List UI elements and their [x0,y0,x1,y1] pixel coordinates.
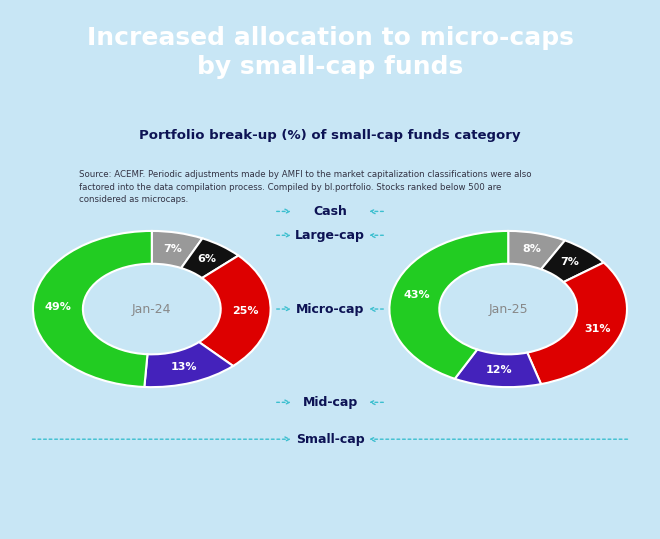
Text: 8%: 8% [522,244,541,254]
Text: 7%: 7% [163,244,182,254]
Wedge shape [152,231,203,268]
Wedge shape [199,255,271,366]
Text: 6%: 6% [197,254,216,264]
Text: 49%: 49% [45,302,71,312]
Wedge shape [33,231,152,387]
Text: 13%: 13% [170,362,197,372]
Text: Jan-24: Jan-24 [132,302,172,315]
Text: 31%: 31% [584,324,610,334]
Text: Micro-cap: Micro-cap [296,302,364,315]
Wedge shape [527,262,627,384]
Text: 25%: 25% [232,306,259,316]
Wedge shape [541,240,604,282]
Text: 7%: 7% [560,258,579,267]
Text: Large-cap: Large-cap [295,229,365,242]
Text: Portfolio break-up (%) of small-cap funds category: Portfolio break-up (%) of small-cap fund… [139,129,521,142]
Text: Jan-25: Jan-25 [488,302,528,315]
Wedge shape [181,238,238,278]
Wedge shape [455,349,541,387]
Wedge shape [145,342,233,387]
Text: Source: ACEMF. Periodic adjustments made by AMFI to the market capitalization cl: Source: ACEMF. Periodic adjustments made… [79,170,532,204]
Wedge shape [389,231,508,379]
Text: Increased allocation to micro-caps
by small-cap funds: Increased allocation to micro-caps by sm… [86,26,574,79]
Text: Cash: Cash [313,205,347,218]
Text: Mid-cap: Mid-cap [302,396,358,409]
Text: 12%: 12% [486,365,513,376]
Wedge shape [508,231,565,270]
Text: Small-cap: Small-cap [296,433,364,446]
Text: 43%: 43% [403,290,430,300]
